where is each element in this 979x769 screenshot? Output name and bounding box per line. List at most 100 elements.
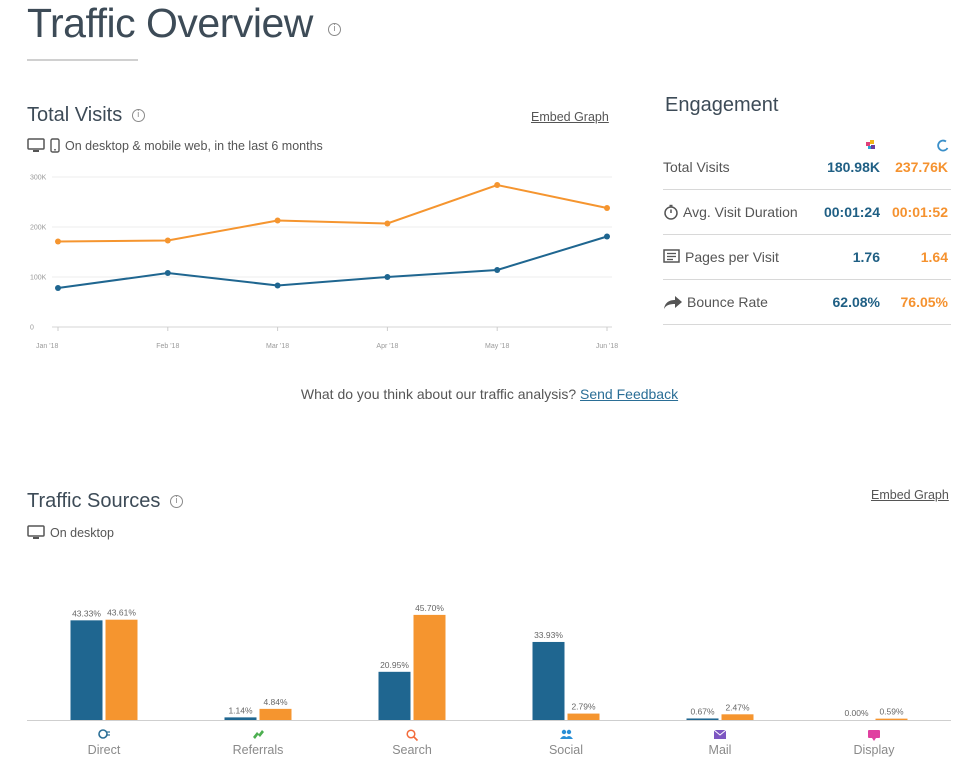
- bar-value-label: 43.33%: [72, 608, 101, 618]
- stopwatch-icon: [664, 204, 678, 220]
- bar-value-label: 0.67%: [690, 706, 715, 716]
- bar-value-label: 0.59%: [879, 707, 904, 717]
- bar-value-label: 2.47%: [725, 702, 750, 712]
- series-line-1: [57, 235, 608, 289]
- series-point[interactable]: [384, 274, 391, 280]
- traffic-sources-title-text: Traffic Sources: [27, 490, 161, 512]
- bounce-arrow-icon: [664, 296, 682, 309]
- site-b-value: 00:01:52: [891, 204, 948, 220]
- bar-value-label: 4.84%: [263, 697, 288, 707]
- series-point[interactable]: [274, 217, 281, 224]
- site-a-favicon-icon: [866, 140, 875, 149]
- site-a-value: 62.08%: [832, 294, 880, 310]
- info-icon[interactable]: i: [131, 109, 145, 123]
- total-visits-chart: 0 100K 200K 300K Jan '18 Feb '18 Mar '18 Apr '…: [30, 175, 618, 351]
- category-label-display: Display: [854, 743, 896, 757]
- bar-direct-1[interactable]: [70, 620, 103, 720]
- series-point[interactable]: [604, 233, 610, 240]
- bar-value-label: 43.61%: [107, 608, 136, 618]
- engagement-title: Engagement: [665, 94, 779, 116]
- engagement-label: Total Visits: [663, 159, 730, 175]
- send-feedback-link[interactable]: Send Feedback: [580, 386, 679, 402]
- bar-mail-1[interactable]: [686, 718, 719, 720]
- feedback-question: What do you think about our traffic anal…: [300, 386, 577, 402]
- total-visits-title-text: Total Visits: [27, 104, 123, 126]
- y-tick-label: 300K: [30, 175, 47, 182]
- engagement-row-avg-visit-duration: Avg. Visit Duration 00:01:24 00:01:52: [663, 190, 951, 235]
- mobile-icon: [50, 138, 60, 153]
- x-tick-label: Apr '18: [376, 343, 398, 350]
- series-point[interactable]: [384, 220, 391, 227]
- engagement-row-pages-per-visit: Pages per Visit 1.76 1.64: [663, 235, 951, 280]
- bar-search-1[interactable]: [378, 671, 411, 720]
- total-visits-subtitle: On desktop & mobile web, in the last 6 m…: [27, 138, 323, 153]
- site-a-value: 1.76: [852, 249, 880, 265]
- bar-search-2[interactable]: [413, 614, 446, 720]
- bar-referrals-2[interactable]: [259, 708, 292, 720]
- bar-value-label: 20.95%: [380, 660, 409, 670]
- bar-value-label: 1.14%: [228, 705, 253, 715]
- line-chart-x-axis: Jan '18 Feb '18 Mar '18 Apr '18 May '18 Jun '…: [36, 327, 618, 350]
- engagement-row-total-visits: Total Visits 180.98K 237.76K: [663, 145, 951, 190]
- category-label-mail: Mail: [709, 743, 732, 757]
- series-point[interactable]: [604, 205, 610, 211]
- traffic-sources-title: Traffic Sources i: [27, 490, 183, 513]
- site-b-favicon-icon: [937, 139, 949, 152]
- site-a-value: 00:01:24: [823, 204, 880, 220]
- engagement-label: Pages per Visit: [663, 249, 779, 265]
- series-point[interactable]: [55, 238, 61, 245]
- bar-direct-2[interactable]: [105, 619, 138, 720]
- series-point[interactable]: [164, 237, 171, 244]
- series-line-2: [57, 183, 608, 243]
- site-b-value: 1.64: [920, 249, 948, 265]
- series-point[interactable]: [494, 182, 501, 188]
- page-title: Traffic Overview i: [27, 0, 341, 47]
- bar-value-label: 45.70%: [415, 603, 444, 613]
- category-label-social: Social: [549, 743, 583, 757]
- bar-social-1[interactable]: [532, 641, 565, 720]
- site-b-value: 76.05%: [900, 294, 948, 310]
- site-a-value: 180.98K: [827, 159, 880, 175]
- series-point[interactable]: [494, 267, 501, 273]
- x-tick-label: Mar '18: [266, 343, 289, 350]
- category-label-direct: Direct: [88, 743, 121, 757]
- category-label-referrals: Referrals: [233, 743, 284, 757]
- traffic-sources-subtitle: On desktop: [27, 525, 114, 540]
- search-icon: [406, 729, 419, 742]
- page-title-text: Traffic Overview: [27, 0, 313, 46]
- bar-referrals-1[interactable]: [224, 717, 257, 720]
- x-tick-label: Jun '18: [596, 343, 618, 350]
- bar-chart-categories: Direct Referrals Search Social Mail Display: [88, 729, 896, 757]
- info-icon[interactable]: i: [327, 23, 341, 36]
- feedback-prompt: What do you think about our traffic anal…: [0, 386, 979, 402]
- mail-icon: [713, 729, 727, 739]
- series-point[interactable]: [55, 285, 61, 291]
- x-tick-label: Jan '18: [36, 343, 58, 350]
- series-point[interactable]: [164, 270, 171, 276]
- x-tick-label: May '18: [485, 343, 509, 350]
- social-icon: [560, 729, 573, 739]
- bar-value-label: 0.00%: [844, 708, 869, 718]
- total-visits-subtitle-text: On desktop & mobile web, in the last 6 m…: [65, 138, 323, 153]
- y-tick-label: 0: [30, 325, 34, 332]
- direct-icon: [98, 729, 110, 739]
- bar-mail-2[interactable]: [721, 714, 754, 720]
- y-tick-label: 100K: [30, 275, 47, 282]
- embed-graph-link[interactable]: Embed Graph: [531, 110, 609, 124]
- embed-graph-link[interactable]: Embed Graph: [871, 488, 949, 502]
- desktop-icon: [27, 525, 45, 539]
- engagement-label: Avg. Visit Duration: [663, 204, 798, 220]
- bar-display-2[interactable]: [875, 718, 908, 720]
- display-icon: [868, 730, 880, 741]
- y-tick-label: 200K: [30, 225, 47, 232]
- bar-social-2[interactable]: [567, 713, 600, 720]
- bar-value-label: 33.93%: [534, 630, 563, 640]
- info-icon[interactable]: i: [169, 495, 183, 509]
- engagement-label: Bounce Rate: [663, 294, 768, 310]
- x-tick-label: Feb '18: [156, 343, 179, 350]
- bar-value-label: 2.79%: [571, 702, 596, 712]
- series-point[interactable]: [274, 282, 281, 289]
- desktop-icon: [27, 138, 45, 152]
- line-chart-grid: 0 100K 200K 300K: [30, 175, 612, 332]
- pages-icon: [663, 249, 680, 263]
